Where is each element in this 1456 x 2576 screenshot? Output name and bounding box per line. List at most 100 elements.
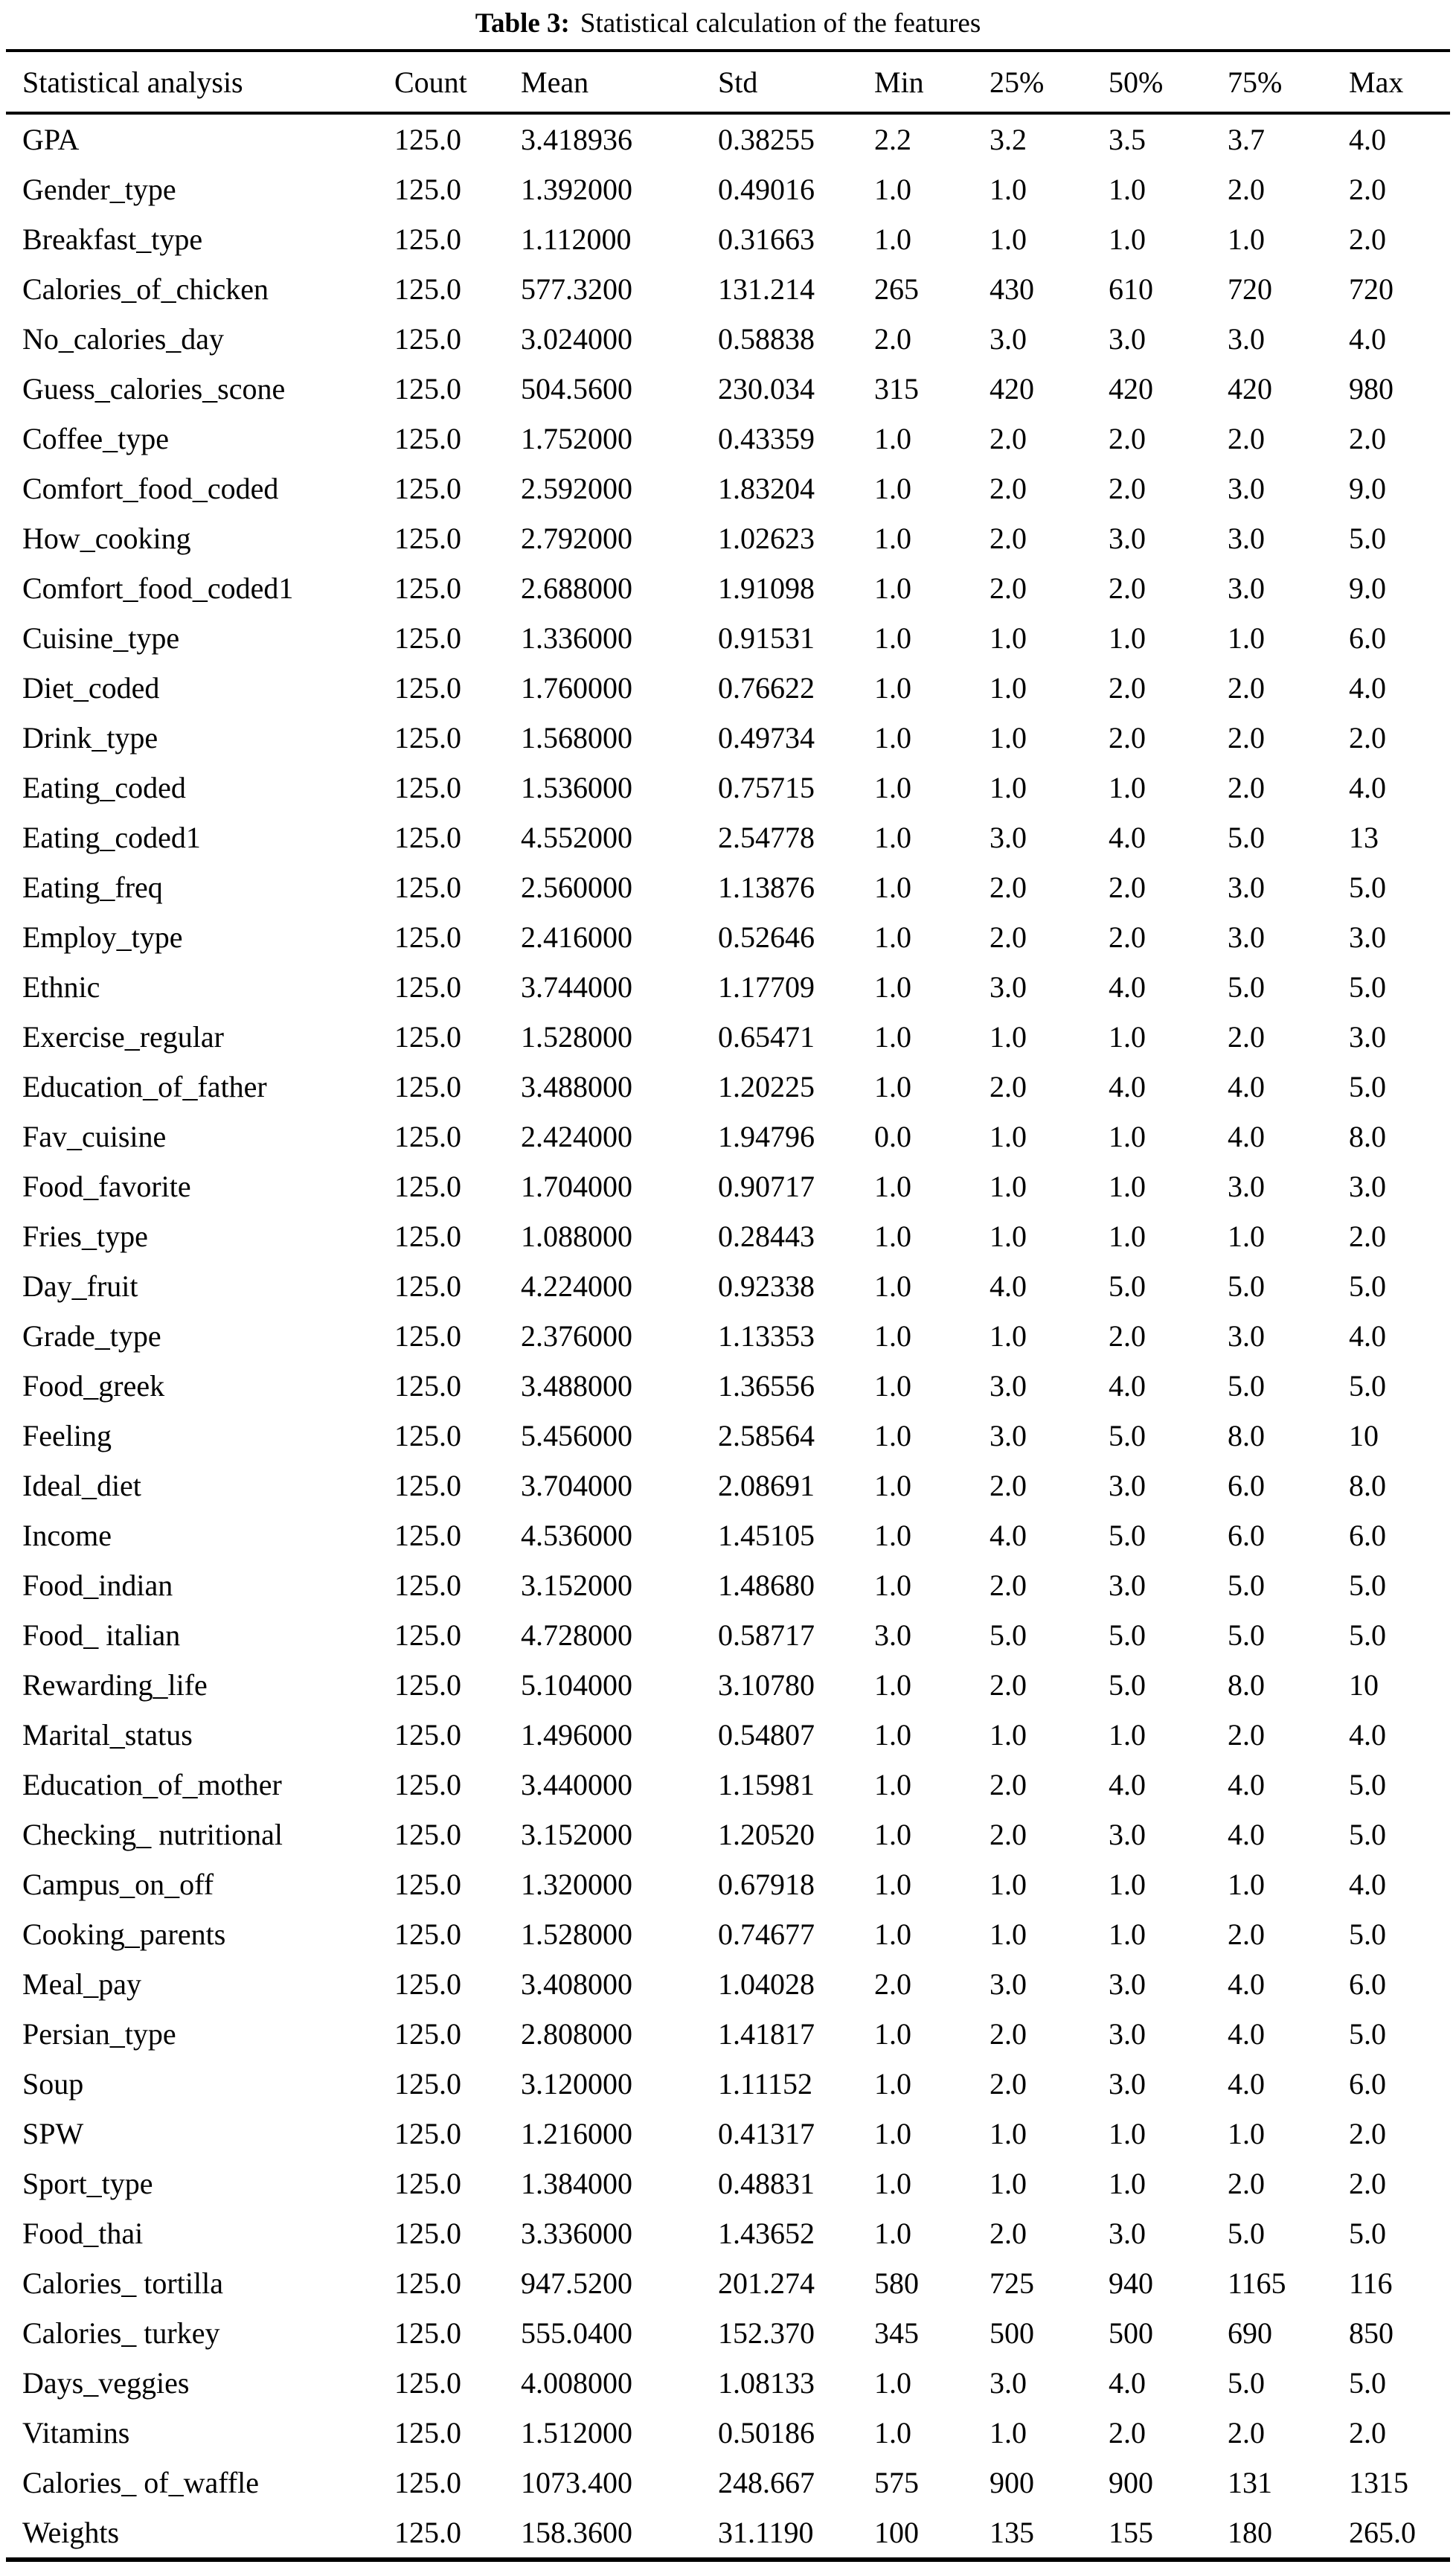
value-cell: 1.0 bbox=[990, 1917, 1027, 1951]
value-cell: 5.0 bbox=[1349, 871, 1386, 904]
value-cell: 3.744000 bbox=[521, 970, 632, 1004]
value-cell: 8.0 bbox=[1228, 1668, 1265, 1702]
value-cell: 125.0 bbox=[394, 1469, 461, 1502]
value-cell: 3.488000 bbox=[521, 1369, 632, 1403]
value-cell: 6.0 bbox=[1349, 1519, 1386, 1552]
value-cell: 125.0 bbox=[394, 1917, 461, 1951]
value-cell: 4.0 bbox=[1228, 1070, 1265, 1103]
value-cell: 1.0 bbox=[1109, 1917, 1146, 1951]
value-cell: 5.0 bbox=[1228, 1618, 1265, 1652]
value-cell: 3.0 bbox=[1109, 522, 1146, 555]
row-label-cell: Gender_type bbox=[22, 173, 176, 206]
value-cell: 3.10780 bbox=[718, 1668, 815, 1702]
row-label-cell: Meal_pay bbox=[22, 1967, 141, 2001]
value-cell: 1.13876 bbox=[718, 871, 815, 904]
row-label-cell: Grade_type bbox=[22, 1319, 161, 1353]
value-cell: 4.0 bbox=[1109, 821, 1146, 854]
value-cell: 125.0 bbox=[394, 422, 461, 455]
value-cell: 125.0 bbox=[394, 1419, 461, 1452]
value-cell: 1.0 bbox=[990, 1170, 1027, 1203]
value-cell: 125.0 bbox=[394, 1868, 461, 1901]
value-cell: 3.0 bbox=[1228, 920, 1265, 954]
row-label-cell: Food_thai bbox=[22, 2217, 144, 2250]
value-cell: 420 bbox=[990, 372, 1034, 406]
value-cell: 1.13353 bbox=[718, 1319, 815, 1353]
value-cell: 5.0 bbox=[1228, 1369, 1265, 1403]
value-cell: 5.0 bbox=[1349, 1269, 1386, 1303]
value-cell: 4.0 bbox=[1109, 970, 1146, 1004]
value-cell: 2.0 bbox=[1228, 771, 1265, 804]
value-cell: 947.5200 bbox=[521, 2266, 632, 2300]
table-row: Persian_type 125.0 2.808000 1.41817 1.0 2.0 3.… bbox=[6, 2009, 1450, 2059]
value-cell: 1.0 bbox=[1109, 771, 1146, 804]
row-label-cell: Drink_type bbox=[22, 721, 158, 754]
table-row: Exercise_regular 125.0 1.528000 0.65471 1.0 1… bbox=[6, 1012, 1450, 1062]
value-cell: 504.5600 bbox=[521, 372, 632, 406]
value-cell: 2.0 bbox=[990, 422, 1027, 455]
value-cell: 158.3600 bbox=[521, 2516, 632, 2549]
value-cell: 10 bbox=[1349, 1668, 1379, 1702]
value-cell: 430 bbox=[990, 272, 1034, 306]
value-cell: 0.41317 bbox=[718, 2117, 815, 2150]
value-cell: 3.0 bbox=[990, 1419, 1027, 1452]
value-cell: 9.0 bbox=[1349, 571, 1386, 605]
value-cell: 5.0 bbox=[1109, 1668, 1146, 1702]
row-label-cell: Food_favorite bbox=[22, 1170, 191, 1203]
value-cell: 1.0 bbox=[874, 571, 911, 605]
value-cell: 3.336000 bbox=[521, 2217, 632, 2250]
table-row: Days_veggies 125.0 4.008000 1.08133 1.0 3.0 4.… bbox=[6, 2358, 1450, 2408]
table-row: No_calories_day 125.0 3.024000 0.58838 2.0 3.… bbox=[6, 314, 1450, 364]
value-cell: 125.0 bbox=[394, 2167, 461, 2200]
row-label-cell: Soup bbox=[22, 2067, 84, 2101]
value-cell: 2.0 bbox=[874, 322, 911, 356]
value-cell: 2.0 bbox=[990, 920, 1027, 954]
value-cell: 2.0 bbox=[990, 2067, 1027, 2101]
table-row: Eating_coded 125.0 1.536000 0.75715 1.0 1.0 1.… bbox=[6, 763, 1450, 813]
table-row: Calories_ turkey 125.0 555.0400 152.370 345 5… bbox=[6, 2308, 1450, 2358]
value-cell: 4.536000 bbox=[521, 1519, 632, 1552]
value-cell: 3.440000 bbox=[521, 1768, 632, 1801]
table-row: Fav_cuisine 125.0 2.424000 1.94796 0.0 1.0 1.0… bbox=[6, 1112, 1450, 1162]
column-header-statistical-analysis: Statistical analysis bbox=[6, 51, 394, 115]
table-row: Rewarding_life 125.0 5.104000 3.10780 1.0 2.0… bbox=[6, 1660, 1450, 1710]
value-cell: 900 bbox=[990, 2466, 1034, 2499]
value-cell: 2.0 bbox=[1228, 1917, 1265, 1951]
value-cell: 2.0 bbox=[990, 1768, 1027, 1801]
value-cell: 5.0 bbox=[1349, 1768, 1386, 1801]
value-cell: 3.0 bbox=[1349, 1020, 1386, 1054]
value-cell: 1.36556 bbox=[718, 1369, 815, 1403]
value-cell: 1.0 bbox=[990, 2117, 1027, 2150]
value-cell: 4.0 bbox=[1349, 1868, 1386, 1901]
value-cell: 0.58838 bbox=[718, 322, 815, 356]
table-row: Vitamins 125.0 1.512000 0.50186 1.0 1.0 2.0 2.0… bbox=[6, 2408, 1450, 2458]
value-cell: 1.0 bbox=[1109, 2117, 1146, 2150]
value-cell: 1.0 bbox=[874, 821, 911, 854]
table-row: Ideal_diet 125.0 3.704000 2.08691 1.0 2.0 3.0 6… bbox=[6, 1461, 1450, 1510]
value-cell: 5.456000 bbox=[521, 1419, 632, 1452]
row-label-cell: Marital_status bbox=[22, 1718, 193, 1752]
value-cell: 1165 bbox=[1228, 2266, 1286, 2300]
value-cell: 5.0 bbox=[990, 1618, 1027, 1652]
value-cell: 2.0 bbox=[990, 571, 1027, 605]
value-cell: 3.0 bbox=[990, 821, 1027, 854]
table-row: Marital_status 125.0 1.496000 0.54807 1.0 1.0… bbox=[6, 1710, 1450, 1760]
value-cell: 1.0 bbox=[874, 2167, 911, 2200]
value-cell: 1.528000 bbox=[521, 1020, 632, 1054]
value-cell: 2.0 bbox=[1109, 571, 1146, 605]
value-cell: 5.0 bbox=[1228, 821, 1265, 854]
value-cell: 580 bbox=[874, 2266, 919, 2300]
value-cell: 125.0 bbox=[394, 2416, 461, 2450]
value-cell: 1.08133 bbox=[718, 2366, 815, 2400]
value-cell: 125.0 bbox=[394, 1220, 461, 1253]
row-label-cell: Calories_ tortilla bbox=[22, 2266, 223, 2300]
value-cell: 125.0 bbox=[394, 2217, 461, 2250]
row-label-cell: Employ_type bbox=[22, 920, 183, 954]
value-cell: 5.0 bbox=[1349, 2217, 1386, 2250]
value-cell: 0.92338 bbox=[718, 1269, 815, 1303]
value-cell: 3.0 bbox=[1109, 1967, 1146, 2001]
table-row: Campus_on_off 125.0 1.320000 0.67918 1.0 1.0 1… bbox=[6, 1859, 1450, 1909]
value-cell: 1.0 bbox=[874, 1319, 911, 1353]
value-cell: 4.552000 bbox=[521, 821, 632, 854]
value-cell: 230.034 bbox=[718, 372, 815, 406]
value-cell: 3.120000 bbox=[521, 2067, 632, 2101]
